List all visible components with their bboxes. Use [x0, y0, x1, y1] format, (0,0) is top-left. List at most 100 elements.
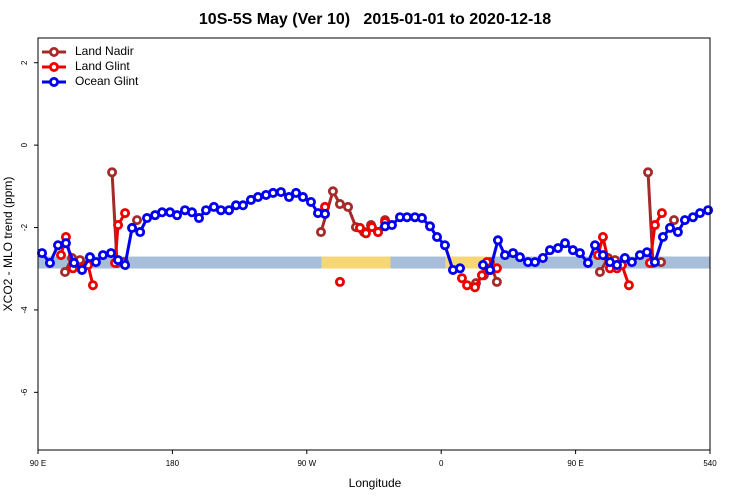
point — [552, 243, 563, 254]
point — [582, 257, 593, 268]
point — [643, 167, 654, 178]
point — [597, 231, 608, 242]
point — [320, 208, 331, 219]
point — [284, 192, 295, 203]
point — [366, 222, 377, 233]
point — [77, 264, 88, 275]
point — [694, 208, 705, 219]
point — [626, 257, 637, 268]
point — [657, 231, 668, 242]
point — [343, 201, 354, 212]
point — [485, 264, 496, 275]
point — [455, 263, 466, 274]
point — [508, 248, 519, 259]
point — [53, 240, 64, 251]
legend-label: Ocean Glint — [75, 74, 139, 88]
point — [649, 257, 660, 268]
point — [97, 250, 108, 261]
point — [574, 248, 585, 259]
point — [594, 267, 605, 278]
point — [491, 276, 502, 287]
legend-label: Land Nadir — [75, 44, 134, 58]
point — [492, 235, 503, 246]
chart-title: 10S-5S May (Ver 10) 2015-01-01 to 2020-1… — [199, 11, 551, 28]
point — [107, 167, 118, 178]
point — [402, 212, 413, 223]
x-tick-label: 540 — [703, 459, 717, 468]
point — [416, 213, 427, 224]
point — [334, 199, 345, 210]
point — [611, 260, 622, 271]
point — [291, 187, 302, 198]
point — [619, 253, 630, 264]
point — [354, 222, 365, 233]
point — [223, 205, 234, 216]
point — [432, 231, 443, 242]
land-band — [38, 256, 322, 269]
land-band — [321, 256, 391, 269]
y-tick-label: 2 — [20, 60, 29, 65]
point — [186, 207, 197, 218]
x-tick-label: 90 E — [567, 459, 583, 468]
point — [68, 257, 79, 268]
point — [193, 213, 204, 224]
point — [478, 260, 489, 271]
point — [360, 228, 371, 239]
point — [132, 215, 143, 226]
point — [514, 252, 525, 263]
point — [334, 276, 345, 287]
point — [315, 227, 326, 238]
point — [44, 257, 55, 268]
point — [559, 238, 570, 249]
point — [87, 280, 98, 291]
point — [37, 248, 48, 259]
point — [669, 215, 680, 226]
x-tick-label: 180 — [166, 459, 180, 468]
point — [499, 250, 510, 261]
point — [305, 196, 316, 207]
point — [268, 187, 279, 198]
point — [113, 220, 124, 231]
y-tick-label: -4 — [20, 306, 29, 314]
point — [55, 250, 66, 261]
point — [386, 220, 397, 231]
x-tick-label: 90 E — [30, 459, 46, 468]
legend-label: Land Glint — [75, 59, 130, 73]
point — [597, 250, 608, 261]
point — [664, 222, 675, 233]
point — [127, 222, 138, 233]
y-axis-label: XCO2 - MLO trend (ppm) — [1, 177, 15, 312]
point — [172, 210, 183, 221]
point — [106, 248, 117, 259]
legend-marker — [49, 47, 60, 58]
point — [120, 208, 131, 219]
point — [529, 257, 540, 268]
point — [641, 247, 652, 258]
plot-frame — [37, 37, 711, 451]
x-tick-label: 90 W — [297, 459, 316, 468]
point — [142, 213, 153, 224]
point — [135, 227, 146, 238]
point — [60, 267, 71, 278]
point — [703, 205, 714, 216]
y-tick-label: -6 — [20, 388, 29, 396]
legend-marker — [49, 77, 60, 88]
point — [252, 192, 263, 203]
point — [238, 200, 249, 211]
point — [537, 253, 548, 264]
point — [476, 270, 487, 281]
y-tick-label: -2 — [20, 223, 29, 231]
legend-marker — [49, 62, 60, 73]
point — [590, 240, 601, 251]
point — [469, 282, 480, 293]
point — [439, 240, 450, 251]
point — [672, 227, 683, 238]
point — [373, 227, 384, 238]
point — [157, 207, 168, 218]
point — [60, 238, 71, 249]
point — [649, 220, 660, 231]
point — [544, 245, 555, 256]
point — [462, 280, 473, 291]
point — [90, 257, 101, 268]
point — [656, 208, 667, 219]
